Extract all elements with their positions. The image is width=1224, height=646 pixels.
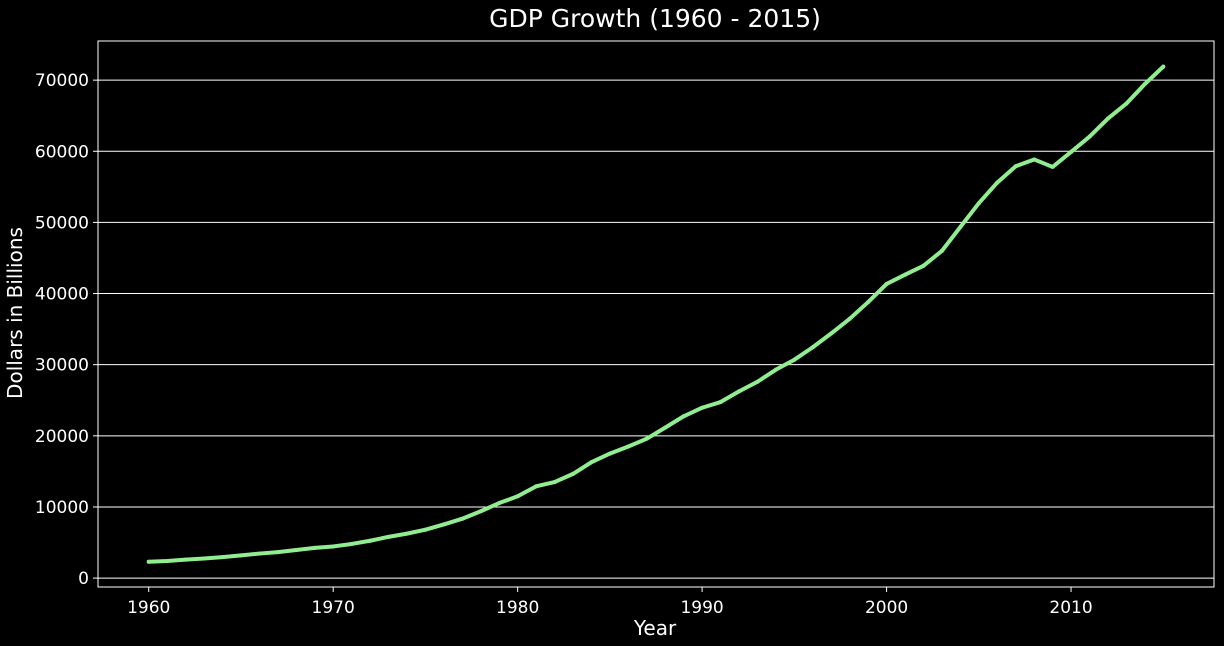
- y-tick-label: 20000: [35, 427, 89, 447]
- data-point: [718, 400, 723, 405]
- x-tick-label: 1990: [680, 598, 723, 618]
- data-point: [1050, 164, 1055, 169]
- x-tick-label: 1970: [312, 598, 355, 618]
- data-point: [1161, 64, 1166, 69]
- data-point: [663, 425, 668, 430]
- data-point: [737, 389, 742, 394]
- data-point: [331, 544, 336, 549]
- data-point: [404, 531, 409, 536]
- data-point: [441, 522, 446, 527]
- data-point: [386, 534, 391, 539]
- data-point: [183, 557, 188, 562]
- y-tick-label: 40000: [35, 285, 89, 305]
- data-point: [146, 559, 151, 564]
- data-point: [607, 451, 612, 456]
- y-tick-label: 60000: [35, 142, 89, 162]
- x-tick-label: 1960: [127, 598, 170, 618]
- grid-layer: [98, 79, 1214, 579]
- data-point: [257, 551, 262, 556]
- data-point: [460, 516, 465, 521]
- data-point: [644, 436, 649, 441]
- data-point: [1013, 164, 1018, 169]
- data-point: [534, 484, 539, 489]
- data-point: [755, 379, 760, 384]
- data-point: [570, 471, 575, 476]
- data-point: [810, 345, 815, 350]
- data-point: [939, 248, 944, 253]
- data-point: [515, 494, 520, 499]
- data-point: [423, 527, 428, 532]
- y-tick-label: 0: [78, 569, 89, 589]
- data-point: [1124, 101, 1129, 106]
- data-point: [349, 541, 354, 546]
- y-tick-label: 30000: [35, 356, 89, 376]
- data-point: [829, 331, 834, 336]
- data-point: [165, 559, 170, 564]
- data-point: [275, 550, 280, 555]
- data-point: [773, 367, 778, 372]
- x-axis-ticks: 1960 1970 1980 1990 2000 2010: [127, 587, 1093, 618]
- data-point: [552, 480, 557, 485]
- x-axis-label: Year: [633, 616, 677, 640]
- data-point: [238, 553, 243, 558]
- y-axis-label: Dollars in Billions: [3, 227, 27, 399]
- x-tick-label: 2000: [865, 598, 908, 618]
- y-axis-ticks: 0 10000 20000 30000 40000 50000 60000 70000: [35, 71, 98, 589]
- series-layer: [146, 64, 1166, 564]
- data-point: [976, 201, 981, 206]
- x-tick-label: 2010: [1049, 598, 1092, 618]
- y-tick-label: 10000: [35, 498, 89, 518]
- y-tick-label: 50000: [35, 213, 89, 233]
- data-point: [1069, 149, 1074, 154]
- data-point: [497, 501, 502, 506]
- data-point: [626, 444, 631, 449]
- data-point: [1142, 82, 1147, 87]
- data-point: [202, 556, 207, 561]
- data-point: [1087, 134, 1092, 139]
- data-point: [884, 281, 889, 286]
- data-point: [220, 555, 225, 560]
- data-point: [866, 300, 871, 305]
- data-point: [368, 538, 373, 543]
- data-point: [589, 460, 594, 465]
- data-point: [681, 414, 686, 419]
- data-point: [921, 263, 926, 268]
- plot-frame: [97, 40, 1215, 588]
- data-point: [958, 225, 963, 230]
- data-point: [903, 272, 908, 277]
- data-point: [995, 180, 1000, 185]
- data-point: [847, 316, 852, 321]
- chart-title: GDP Growth (1960 - 2015): [489, 4, 821, 33]
- x-tick-label: 1980: [496, 598, 539, 618]
- data-point: [700, 405, 705, 410]
- data-point: [1105, 116, 1110, 121]
- data-point: [792, 357, 797, 362]
- data-point: [312, 545, 317, 550]
- data-point: [1032, 157, 1037, 162]
- y-tick-label: 70000: [35, 71, 89, 91]
- data-point: [478, 509, 483, 514]
- data-point: [294, 548, 299, 553]
- series-line-gdp: [146, 64, 1166, 564]
